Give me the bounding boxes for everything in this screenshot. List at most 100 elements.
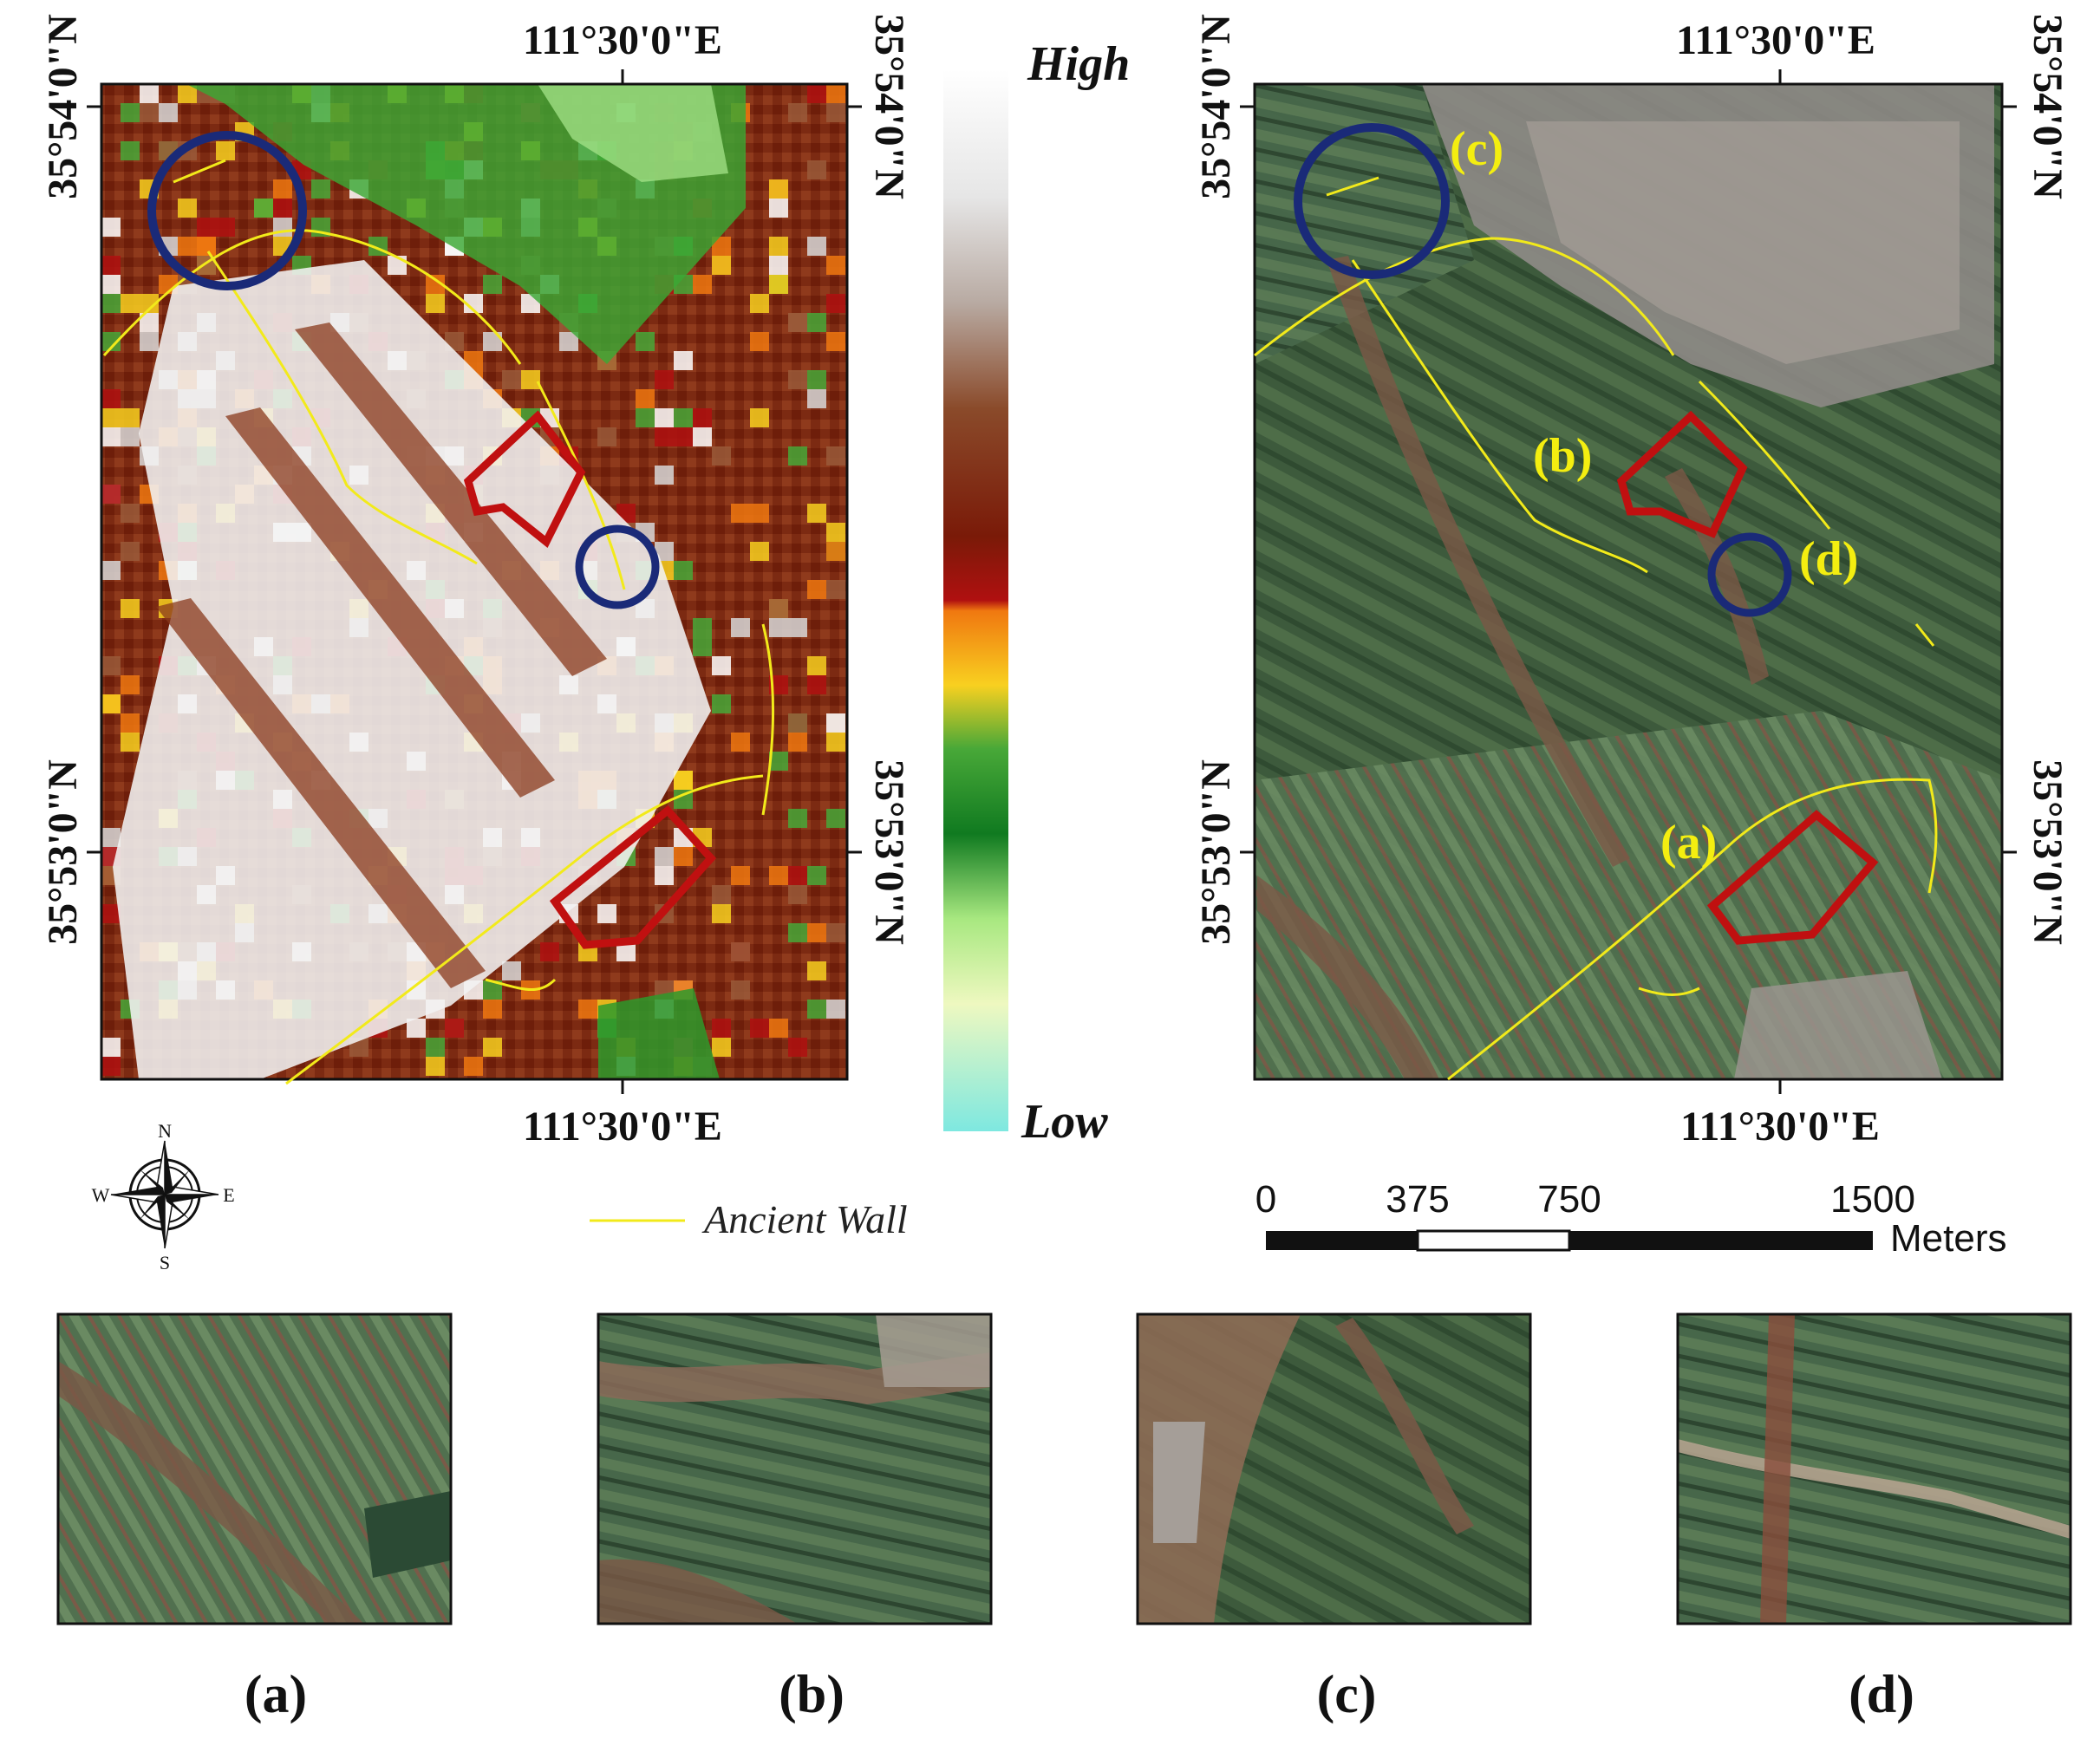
- scale-tick-3: 1500: [1830, 1178, 1915, 1221]
- right-lat-top-right: 35°54'0"N: [2025, 14, 2071, 199]
- heatmap-pixel: [807, 866, 826, 885]
- heatmap-pixel: [769, 275, 788, 294]
- heatmap-pixel: [101, 389, 121, 408]
- heatmap-pixel: [769, 199, 788, 218]
- right-lat-top-left: 35°54'0"N: [1193, 14, 1239, 199]
- heatmap-pixel: [502, 370, 521, 389]
- heatmap-pixel: [597, 904, 616, 923]
- left-map-frame: [100, 82, 849, 1081]
- heatmap-pixel: [826, 84, 845, 103]
- heatmap-pixel: [674, 561, 693, 580]
- heatmap-pixel: [807, 370, 826, 389]
- heatmap-pixel: [216, 141, 235, 160]
- heatmap-pixel: [712, 446, 731, 466]
- caption-a: (a): [245, 1665, 307, 1724]
- right-map-frame: [1253, 82, 2004, 1081]
- heatmap-pixel: [807, 961, 826, 980]
- heatmap-pixel: [769, 599, 788, 618]
- inset-b: [597, 1312, 993, 1625]
- inset-a: [56, 1312, 453, 1625]
- heatmap-pixel: [559, 332, 578, 351]
- heatmap-pixel: [254, 199, 273, 218]
- scale-tick-2: 750: [1537, 1178, 1601, 1221]
- compass-n: N: [158, 1120, 172, 1142]
- heatmap-pixel: [826, 809, 845, 828]
- heatmap-pixel: [101, 408, 121, 427]
- heatmap-pixel: [121, 675, 140, 694]
- heatmap-pixel: [121, 713, 140, 733]
- heatmap-pixel: [197, 237, 216, 256]
- heatmap-pixel: [521, 370, 540, 389]
- heatmap-pixel: [750, 408, 769, 427]
- color-ramp: High Low: [943, 37, 1130, 1149]
- heatmap-pixel: [807, 313, 826, 332]
- heatmap-pixel: [445, 1019, 464, 1038]
- heatmap-pixel: [101, 294, 121, 313]
- heatmap-pixel: [807, 160, 826, 179]
- heatmap-pixel: [483, 1000, 502, 1019]
- compass-e: E: [223, 1184, 234, 1206]
- heatmap-pixel: [101, 694, 121, 713]
- heatmap-pixel: [159, 103, 178, 122]
- inset-c: [1136, 1312, 1532, 1625]
- heatmap-pixel: [826, 733, 845, 752]
- heatmap-pixel: [693, 637, 712, 656]
- heatmap-pixel: [483, 332, 502, 351]
- heatmap-pixel: [769, 1019, 788, 1038]
- heatmap-pixel: [712, 694, 731, 713]
- heatmap-pixel: [140, 84, 159, 103]
- heatmap-pixel: [788, 866, 807, 885]
- heatmap-pixel: [674, 771, 693, 790]
- heatmap-lightgreen-zone: [538, 84, 728, 182]
- heatmap-pixel: [731, 980, 750, 1000]
- left-lon-top: 111°30'0"E: [523, 17, 722, 63]
- heatmap-pixel: [807, 580, 826, 599]
- site-label-a: (a): [1660, 816, 1717, 869]
- scale-bar: 0 375 750 1500 Meters: [1255, 1178, 2007, 1260]
- heatmap-pixel: [216, 218, 235, 237]
- heatmap-pixel: [616, 942, 636, 961]
- heatmap-pixel: [750, 332, 769, 351]
- heatmap-pixel: [101, 1038, 121, 1057]
- heatmap-pixel: [674, 427, 693, 446]
- right-lat-bottom-left: 35°53'0"N: [1193, 759, 1239, 945]
- heatmap-pixel: [674, 351, 693, 370]
- heatmap-pixel: [712, 1019, 731, 1038]
- heatmap-pixel: [826, 332, 845, 351]
- heatmap-pixel: [750, 542, 769, 561]
- site-b-polygon-right: [1616, 410, 1748, 538]
- right-lat-bottom-right: 35°53'0"N: [2025, 759, 2071, 945]
- heatmap-pixel: [273, 179, 292, 199]
- heatmap-pixel: [655, 408, 674, 427]
- heatmap-pixel: [788, 103, 807, 122]
- scale-seg-1: [1266, 1231, 1418, 1250]
- satellite-town-blocks: [1526, 121, 1960, 364]
- heatmap-pixel: [636, 389, 655, 408]
- heatmap-pixel: [674, 847, 693, 866]
- heatmap-pixel: [788, 923, 807, 942]
- heatmap-pixel: [483, 275, 502, 294]
- heatmap-pixel: [826, 446, 845, 466]
- heatmap-pixel: [693, 275, 712, 294]
- heatmap-pixel: [826, 542, 845, 561]
- right-lon-top: 111°30'0"E: [1676, 17, 1875, 63]
- heatmap-pixel: [483, 1038, 502, 1057]
- heatmap-pixel: [101, 656, 121, 675]
- heatmap-pixel: [788, 885, 807, 904]
- ramp-high-label: High: [1027, 37, 1130, 91]
- heatmap-pixel: [826, 923, 845, 942]
- heatmap-pixel: [121, 733, 140, 752]
- site-c-circle-right: [1294, 123, 1450, 279]
- heatmap-pixel: [140, 294, 159, 313]
- left-lon-bottom: 111°30'0"E: [523, 1104, 722, 1150]
- heatmap-pixel: [807, 656, 826, 675]
- left-map-ticks: [87, 69, 862, 1094]
- heatmap-pixel: [712, 885, 731, 904]
- heatmap-mid-streaks: [156, 322, 607, 988]
- ancient-wall-lines-right: [1254, 176, 1938, 1081]
- heatmap-pixel: [140, 103, 159, 122]
- heatmap-pixel: [426, 1057, 445, 1076]
- heatmap-pixel: [426, 275, 445, 294]
- heatmap-pixel: [674, 790, 693, 809]
